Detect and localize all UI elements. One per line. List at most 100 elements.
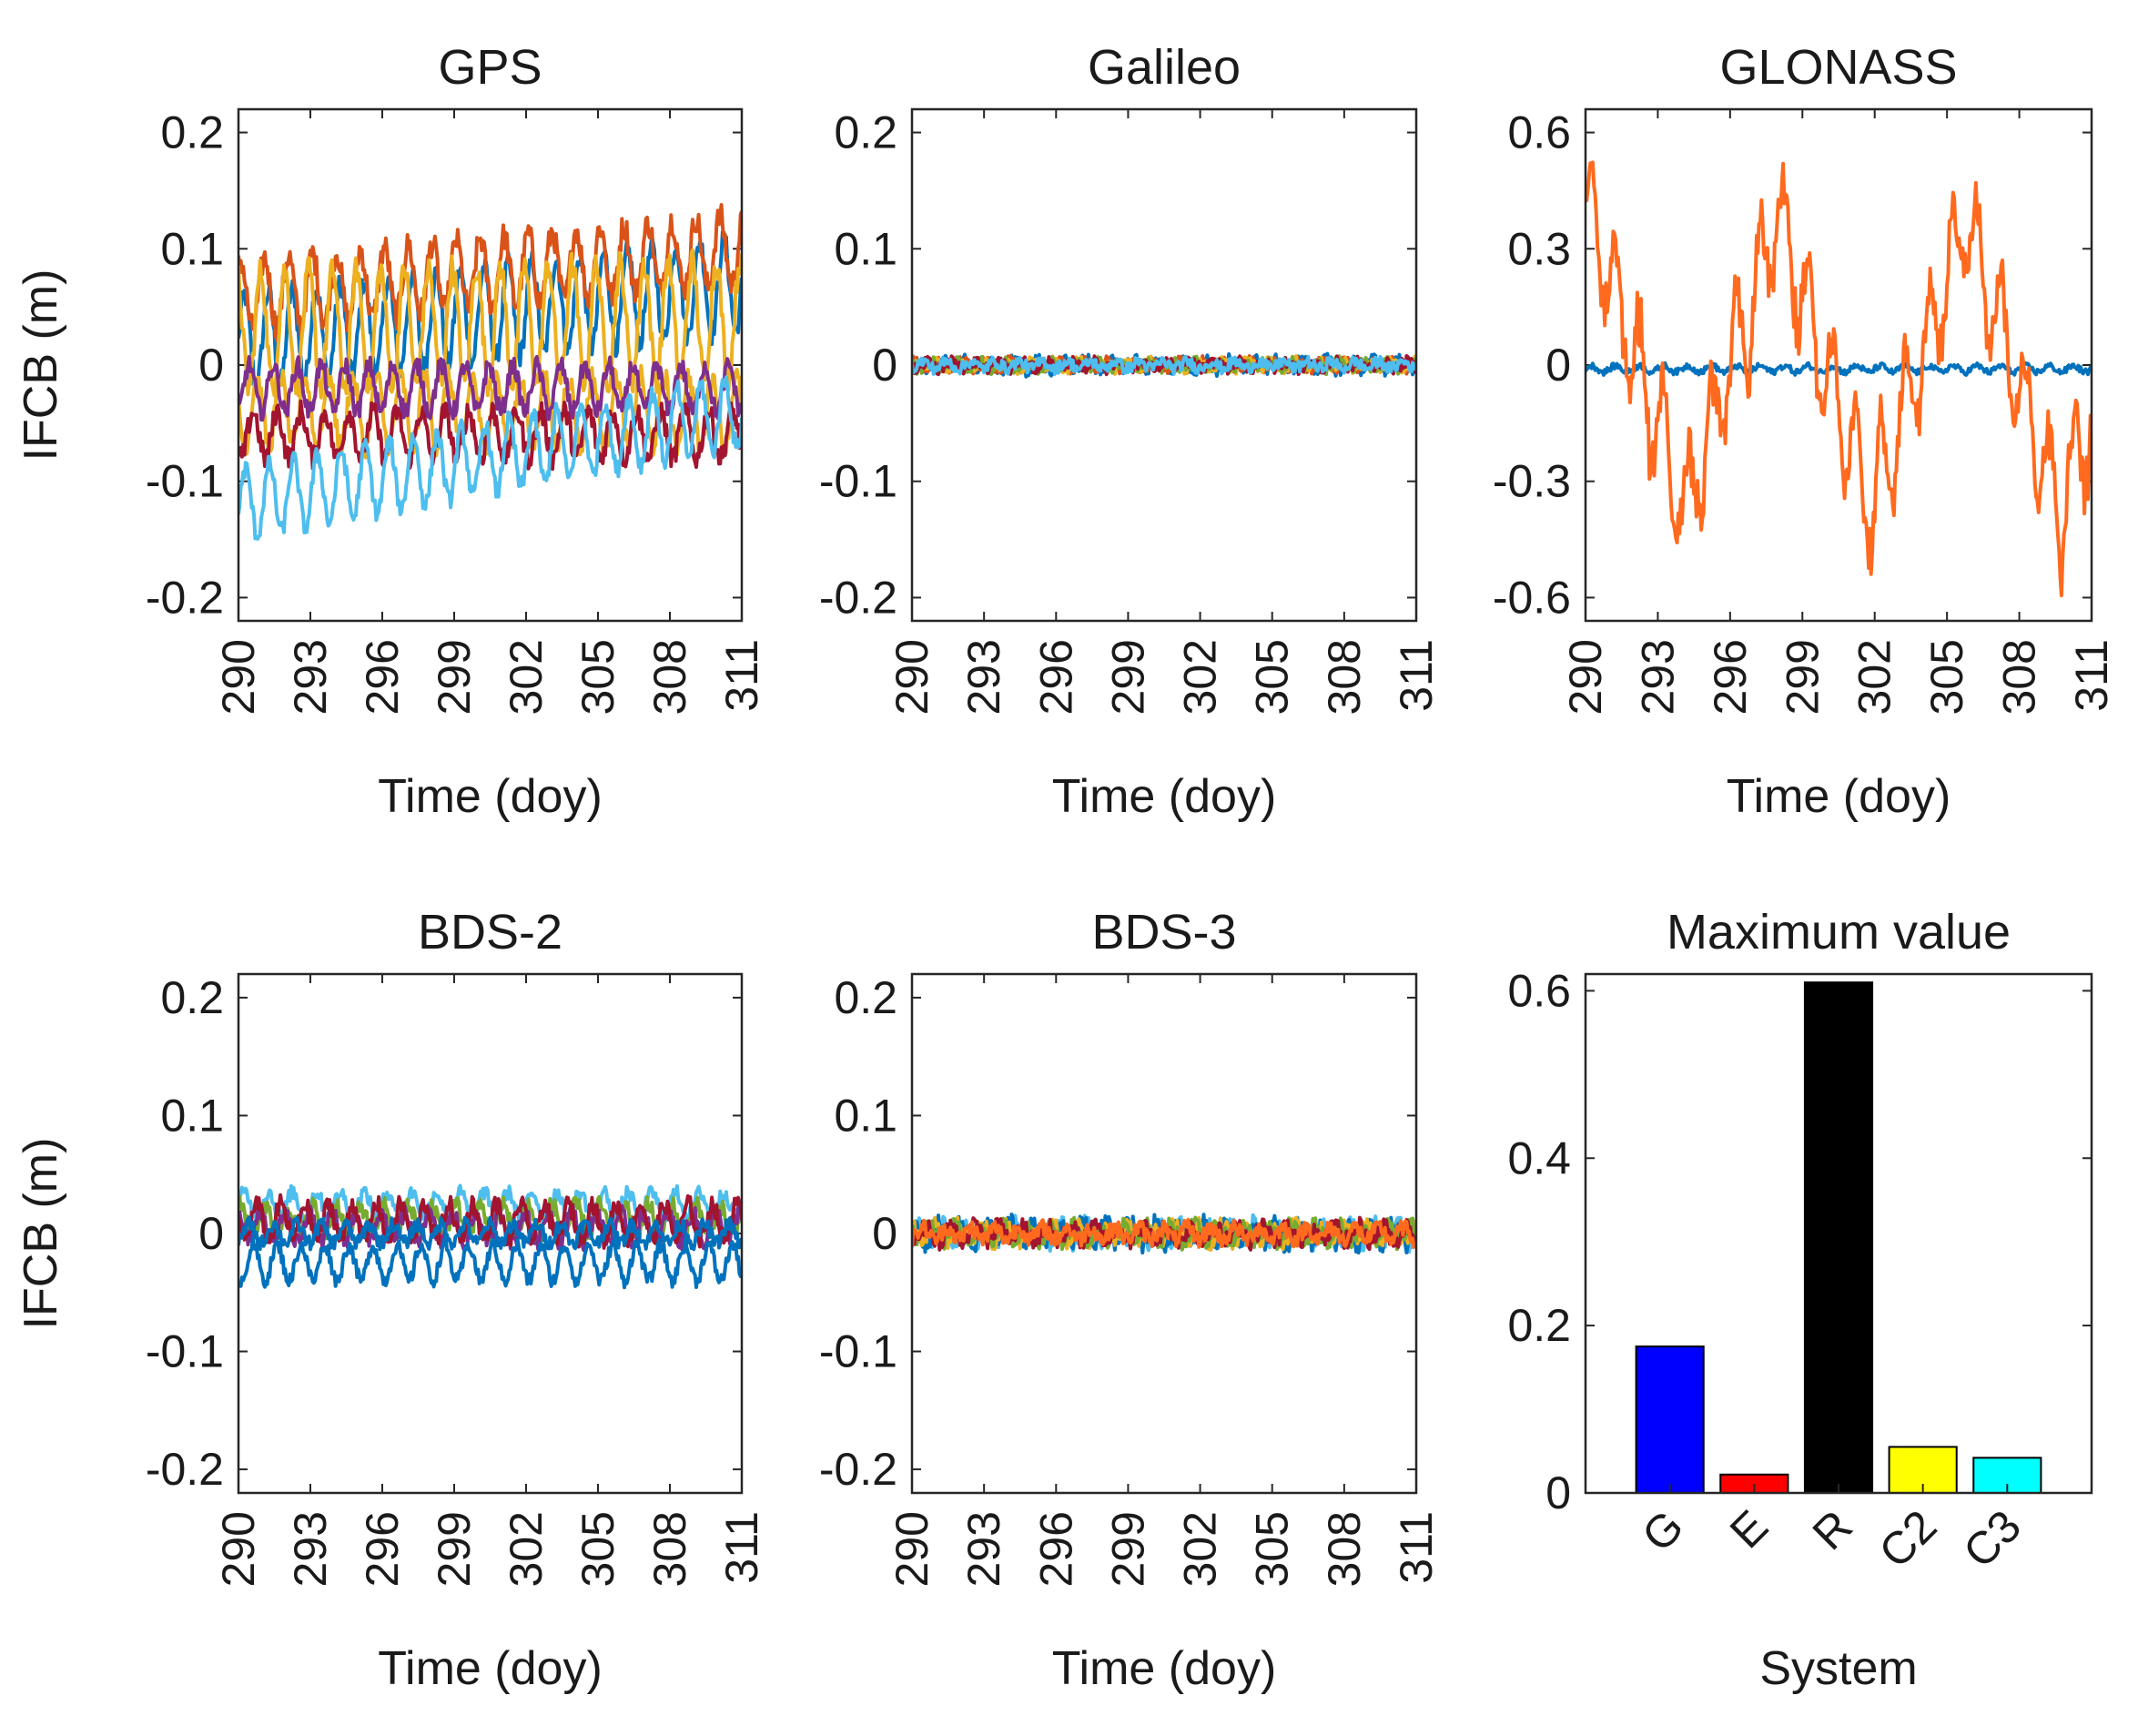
x-tick-label: 305 xyxy=(572,1511,623,1587)
y-tick-label: -0.2 xyxy=(819,572,897,623)
y-tick-label: 0.1 xyxy=(160,1090,224,1141)
x-tick-label: 290 xyxy=(1560,639,1611,715)
x-tick-label: 299 xyxy=(429,639,480,715)
bar-G xyxy=(1635,1345,1705,1495)
y-tick-label: 0 xyxy=(198,340,224,391)
x-tick-label: 305 xyxy=(1247,1511,1298,1587)
x-tick-label: 302 xyxy=(1849,639,1900,715)
x-tick-label: 305 xyxy=(1921,639,1972,715)
x-tick-label: 311 xyxy=(2066,639,2117,712)
y-tick-label: 0.6 xyxy=(1507,965,1571,1016)
x-tick-label: 305 xyxy=(572,639,623,715)
x-tick-label: 296 xyxy=(357,1511,408,1587)
y-tick-label: 0 xyxy=(1545,340,1571,391)
x-tick-label: 293 xyxy=(958,1511,1009,1587)
series-line-5 xyxy=(238,1236,742,1290)
x-tick-label: 290 xyxy=(887,639,937,715)
x-tick-label: 290 xyxy=(213,639,264,715)
x-tick-label: 296 xyxy=(1030,1511,1081,1587)
series-line-6 xyxy=(912,354,1416,376)
x-tick-label: 299 xyxy=(1777,639,1828,715)
y-tick-label: 0 xyxy=(1545,1467,1571,1518)
x-tick-label: 305 xyxy=(1247,639,1298,715)
x-axis-label: Time (doy) xyxy=(378,770,603,823)
plot-frame xyxy=(1584,972,2093,1495)
panel-4: BDS-2 -0.2 -0.1 0 0.1 0.2 IFCB (m) 290 293 296 299… xyxy=(15,905,767,1695)
chart-title: BDS-3 xyxy=(1091,905,1236,959)
x-tick-label: 311 xyxy=(1391,639,1442,712)
x-tick-label: 311 xyxy=(716,1511,767,1584)
panel-1: GPS -0.2 -0.1 0 0.1 0.2 IFCB (m) 290 293 296 299 30… xyxy=(15,40,767,823)
chart-title: BDS-2 xyxy=(418,905,562,959)
plot-frame xyxy=(237,107,744,623)
plot-frame xyxy=(237,972,744,1495)
x-tick-label: 311 xyxy=(1391,1511,1442,1584)
y-tick-label: 0.1 xyxy=(834,223,897,274)
x-tick-label: 299 xyxy=(1102,639,1153,715)
x-tick-label: 293 xyxy=(1632,639,1683,715)
plot-frame xyxy=(910,972,1418,1495)
x-tick-label: 302 xyxy=(501,1511,552,1587)
panel-3: GLONASS -0.6 -0.3 0 0.3 0.6 290 293 296 299 302 305… xyxy=(1493,40,2117,823)
x-tick-label: C2 xyxy=(1869,1500,1947,1578)
y-tick-label: 0.2 xyxy=(160,107,224,158)
y-tick-label: 0 xyxy=(872,1208,897,1259)
series-line-2 xyxy=(238,203,742,342)
x-tick-label: G xyxy=(1632,1500,1693,1561)
x-axis-label: Time (doy) xyxy=(1052,1642,1277,1695)
x-tick-label: E xyxy=(1720,1500,1778,1558)
x-tick-label: 293 xyxy=(958,639,1009,715)
x-tick-label: 308 xyxy=(644,639,695,715)
x-axis-label: Time (doy) xyxy=(378,1642,603,1695)
y-tick-label: -0.2 xyxy=(146,1444,224,1495)
x-axis-label: Time (doy) xyxy=(1052,770,1277,823)
x-tick-label: 293 xyxy=(285,1511,336,1587)
series-line-7 xyxy=(238,375,742,541)
y-tick-label: 0.2 xyxy=(834,972,897,1023)
y-tick-label: -0.1 xyxy=(819,456,897,507)
y-tick-label: 0.1 xyxy=(834,1090,897,1141)
y-tick-label: 0.2 xyxy=(1507,1300,1571,1351)
plot-frame xyxy=(1584,107,2093,623)
x-tick-label: R xyxy=(1803,1500,1862,1559)
series-line-6 xyxy=(238,355,742,422)
chart-title: GLONASS xyxy=(1719,40,1957,95)
panel-6: Maximum value 0 0.2 0.4 0.6 G E R C2 C3 System xyxy=(1507,905,2093,1695)
y-tick-label: 0.6 xyxy=(1507,107,1571,158)
x-tick-label: 308 xyxy=(1994,639,2045,715)
chart-title: GPS xyxy=(438,40,542,95)
series-line-1 xyxy=(238,1183,742,1224)
x-tick-label: C3 xyxy=(1953,1500,2031,1578)
y-tick-label: -0.2 xyxy=(819,1444,897,1495)
x-tick-label: 302 xyxy=(1175,1511,1226,1587)
series-line-6 xyxy=(912,1217,1416,1249)
x-tick-label: 299 xyxy=(429,1511,480,1587)
x-axis-label: Time (doy) xyxy=(1727,770,1951,823)
y-axis-label: IFCB (m) xyxy=(15,1138,67,1330)
x-tick-label: 296 xyxy=(357,639,408,715)
x-tick-label: 290 xyxy=(887,1511,937,1587)
panel-2: Galileo -0.2 -0.1 0 0.1 0.2 290 293 296 299 302 305… xyxy=(819,40,1442,823)
y-tick-label: 0.2 xyxy=(834,107,897,158)
x-tick-label: 311 xyxy=(716,639,767,712)
x-axis-label: System xyxy=(1759,1642,1917,1695)
y-tick-label: -0.1 xyxy=(819,1326,897,1377)
y-tick-label: 0 xyxy=(198,1208,224,1259)
y-tick-label: 0.4 xyxy=(1507,1132,1571,1183)
chart-title: Maximum value xyxy=(1667,905,2011,959)
y-tick-label: -0.1 xyxy=(146,456,224,507)
x-tick-label: 308 xyxy=(1319,639,1370,715)
x-tick-label: 296 xyxy=(1030,639,1081,715)
x-tick-label: 302 xyxy=(1175,639,1226,715)
y-tick-label: -0.2 xyxy=(146,572,224,623)
bar-C3 xyxy=(1972,1457,2042,1494)
y-tick-label: 0.3 xyxy=(1507,223,1571,274)
x-tick-label: 308 xyxy=(1319,1511,1370,1587)
series-line-4 xyxy=(238,1193,742,1250)
x-tick-label: 296 xyxy=(1705,639,1756,715)
y-tick-label: 0.1 xyxy=(160,223,224,274)
x-tick-label: 299 xyxy=(1102,1511,1153,1587)
y-axis-label: IFCB (m) xyxy=(15,269,67,462)
series-line-2 xyxy=(1586,160,2092,598)
y-tick-label: -0.3 xyxy=(1493,456,1571,507)
